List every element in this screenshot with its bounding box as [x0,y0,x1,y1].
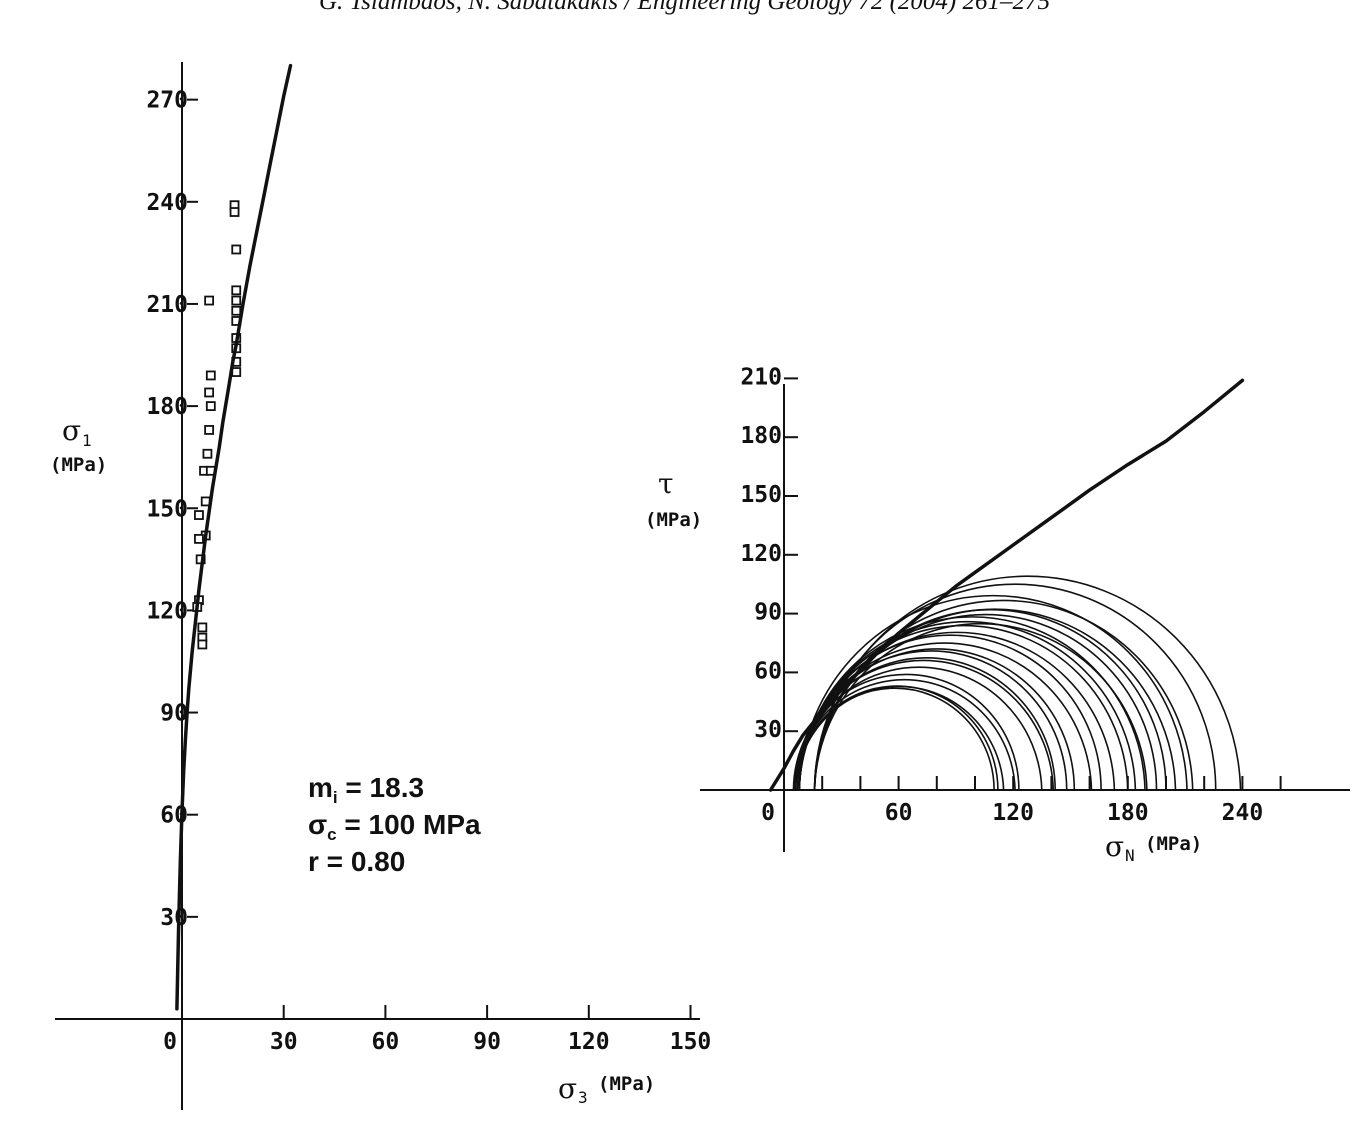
data-point [198,623,206,631]
annotation-line: mi = 18.3 [308,772,424,807]
x-tick-label: 60 [885,800,913,826]
y-axis-symbol: σ [62,414,81,447]
data-point [207,371,215,379]
y-tick-label: 180 [740,423,782,449]
y-tick-label: 90 [754,600,782,626]
x-axis-subscript: N [1125,846,1135,865]
x-tick-label: 30 [270,1029,298,1055]
failure-envelope [771,380,1243,790]
y-tick-label: 90 [160,701,188,727]
y-tick-label: 30 [754,717,782,743]
y-tick-label: 120 [146,598,188,624]
y-tick-label: 210 [146,292,188,318]
y-axis-unit: (MPa) [50,454,107,476]
data-point [231,208,239,216]
y-tick-label: 150 [740,482,782,508]
data-point [232,297,240,305]
x-tick-label: 150 [670,1029,712,1055]
x-axis-symbol: σ [1105,830,1124,863]
y-tick-label: 240 [146,190,188,216]
x-tick-label: 0 [761,800,775,826]
annotation-line: r = 0.80 [308,846,405,877]
y-tick-label: 150 [146,496,188,522]
mohr-circle [799,635,1101,790]
annotation-line: σc = 100 MPa [308,809,481,844]
data-point [205,297,213,305]
y-axis-symbol: τ [658,467,674,500]
data-point [232,368,240,376]
x-tick-label: 180 [1107,800,1149,826]
mohr-circle [815,615,1157,790]
x-tick-label: 0 [163,1029,177,1055]
y-tick-label: 30 [160,905,188,931]
y-tick-label: 270 [146,88,188,114]
y-tick-label: 120 [740,541,782,567]
data-point [232,245,240,253]
x-axis-unit: (MPa) [598,1073,655,1095]
x-tick-label: 240 [1222,800,1264,826]
x-tick-label: 120 [992,800,1034,826]
x-tick-label: 60 [372,1029,400,1055]
data-point [203,450,211,458]
y-axis-subscript: 1 [82,431,92,450]
data-point [232,286,240,294]
mohr-circle [799,649,1074,790]
mohr-circle [815,600,1193,790]
data-point [195,535,203,543]
y-tick-label: 210 [740,364,782,390]
y-tick-label: 180 [146,394,188,420]
data-point [205,388,213,396]
data-point [207,402,215,410]
mohr-circle [796,651,1067,790]
data-point [195,511,203,519]
data-point [232,307,240,315]
x-axis-subscript: 3 [578,1088,588,1107]
y-axis-unit: (MPa) [645,509,702,531]
x-axis-unit: (MPa) [1145,833,1202,855]
x-tick-label: 120 [568,1029,610,1055]
mohr-circle [815,624,1147,790]
data-point [198,640,206,648]
y-tick-label: 60 [754,658,782,684]
mohr-circle [797,643,1091,790]
x-axis-symbol: σ [558,1072,577,1105]
data-point [205,426,213,434]
x-tick-label: 90 [473,1029,501,1055]
